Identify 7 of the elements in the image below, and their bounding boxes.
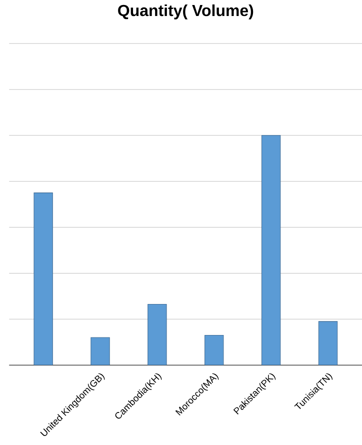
bar — [147, 304, 167, 366]
chart-title: Quantity( Volume) — [118, 4, 253, 20]
bar — [90, 337, 110, 366]
bar — [261, 135, 280, 366]
bar — [204, 334, 224, 366]
bar — [318, 321, 338, 366]
bar — [34, 192, 53, 366]
